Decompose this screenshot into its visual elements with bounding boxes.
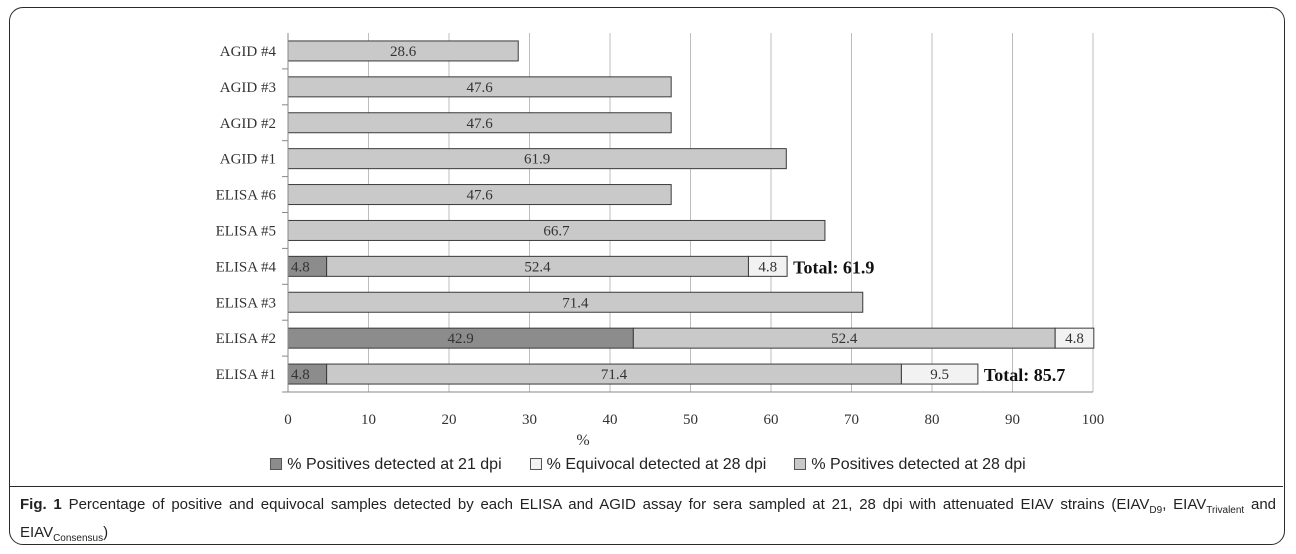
y-category-label: ELISA #6 [216,188,277,204]
legend: % Positives detected at 21 dpi % Equivoca… [0,456,1296,474]
y-category-label: ELISA #2 [216,331,276,347]
x-tick-label: 0 [284,412,292,428]
legend-swatch [794,457,807,470]
bar-data-label: 47.6 [466,188,493,204]
bar-data-label: 28.6 [390,44,417,60]
bar-data-label: 4.8 [758,259,777,275]
y-category-label: AGID #2 [220,116,276,132]
bar-data-label: 52.4 [524,259,551,275]
x-tick-label: 90 [1005,412,1020,428]
x-tick-label: 50 [683,412,698,428]
bar-data-label: 52.4 [831,331,858,347]
bar-data-label: 4.8 [291,259,310,275]
y-category-label: AGID #3 [220,80,276,96]
x-tick-label: 20 [442,412,457,428]
legend-item: % Equivocal detected at 28 dpi [529,456,767,474]
bar-data-label: 9.5 [930,367,949,383]
y-category-label: ELISA #3 [216,295,276,311]
bar-segment [900,363,979,385]
total-label: Total: 85.7 [984,365,1065,385]
legend-swatch [270,457,283,470]
bar-data-label: 47.6 [466,116,493,132]
legend-item: % Positives detected at 21 dpi [270,456,502,474]
caption-text-2: , EIAV [1162,496,1207,513]
y-category-label: AGID #1 [220,152,276,168]
x-tick-label: 30 [522,412,537,428]
figure-label: Fig. 1 [20,496,62,513]
y-category-label: ELISA #1 [216,367,276,383]
bar-data-label: 4.8 [1065,331,1084,347]
bar-data-label: 4.8 [291,367,310,383]
y-category-label: AGID #4 [220,44,277,60]
x-tick-label: 70 [844,412,859,428]
caption-text-3: and EIAV [20,496,1277,541]
bar-data-label: 42.9 [448,331,474,347]
total-label: Total: 61.9 [793,257,874,277]
bar-data-label: 61.9 [524,152,550,168]
bar-data-label: 71.4 [601,367,628,383]
bar-data-label: 47.6 [466,80,493,96]
x-tick-label: 40 [603,412,618,428]
legend-label: % Positives detected at 28 dpi [811,456,1026,473]
legend-item: % Positives detected at 28 dpi [794,456,1026,474]
x-tick-label: 10 [361,412,376,428]
y-category-label: ELISA #5 [216,223,276,239]
bar-segment [1054,327,1095,349]
x-tick-label: 100 [1082,412,1105,428]
bar-segment [747,255,788,277]
x-tick-label: 80 [925,412,940,428]
bar-data-label: 66.7 [543,223,570,239]
x-axis-label: % [576,432,589,449]
caption-sub-1: D9 [1149,505,1163,516]
axes: 0 10 20 30 40 50 60 70 80 90 100 ELISA #1 ELISA #2 EL… [216,33,1105,428]
legend-swatch [529,457,542,470]
caption-sub-2: Trivalent [1206,505,1245,516]
legend-label: % Equivocal detected at 28 dpi [546,456,767,473]
bars: 4.8 71.4 9.5 Total: 85.7 42.9 52.4 4.8 71.4 4.8 5… [287,40,1095,385]
x-tick-label: 60 [764,412,779,428]
y-category-label: ELISA #4 [216,259,277,275]
bar-data-label: 71.4 [562,295,589,311]
caption-sub-3: Consensus [53,533,104,544]
legend-label: % Positives detected at 21 dpi [287,456,502,473]
caption-text-4: ) [103,524,109,541]
caption-divider [10,486,1283,487]
caption-text-1: Percentage of positive and equivocal sam… [68,496,1150,513]
figure-caption: Fig. 1 Percentage of positive and equivo… [20,494,1276,550]
